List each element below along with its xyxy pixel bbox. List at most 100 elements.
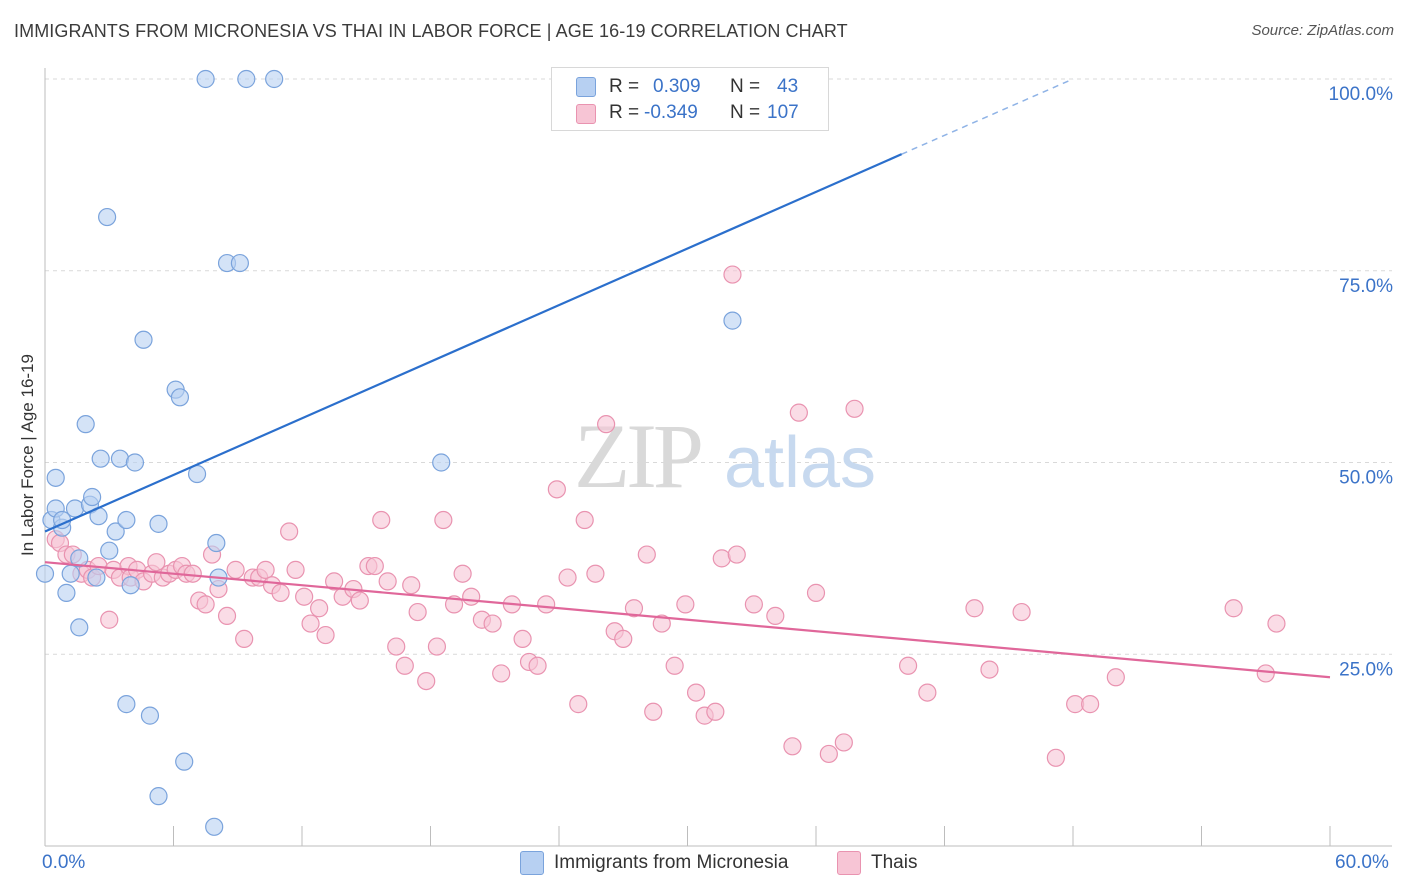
micronesia-point-7	[61, 564, 80, 583]
x-tick-label-min: 0.0%	[42, 852, 86, 873]
thais-point-74	[614, 629, 633, 649]
thais-point-77	[644, 702, 663, 721]
thais-point-8	[100, 610, 119, 629]
legend-item-thais: Thais	[837, 851, 917, 875]
series-legend: Immigrants from Micronesia Thais	[0, 851, 1406, 877]
legend-n-label-2: N =	[730, 102, 761, 123]
legend-label-thais: Thais	[871, 852, 918, 873]
micronesia-point-13	[83, 487, 102, 507]
thais-point-71	[586, 564, 605, 583]
thais-point-67	[547, 480, 566, 499]
micronesia-point-2	[46, 468, 65, 487]
watermark-zip: ZIP	[574, 405, 701, 507]
thais-point-75	[624, 599, 644, 618]
thais-point-103	[1106, 668, 1125, 687]
x-tick-label-max: 60.0%	[1335, 852, 1389, 873]
legend-n-value-1: 43	[777, 76, 799, 97]
micronesia-point-30	[170, 388, 190, 407]
thais-point-83	[706, 702, 725, 721]
legend-label-micronesia: Immigrants from Micronesia	[554, 852, 789, 873]
micronesia-point-23	[121, 576, 140, 595]
thais-point-94	[845, 399, 864, 418]
thais-point-100	[1046, 748, 1065, 767]
micronesia-point-31	[175, 752, 194, 771]
thais-point-97	[965, 599, 984, 618]
watermark-atlas: atlas	[724, 423, 876, 503]
thais-point-60	[483, 614, 502, 633]
thais-point-98	[980, 660, 999, 679]
thais-point-40	[316, 625, 335, 645]
thais-point-34	[271, 583, 290, 602]
micronesia-point-24	[125, 453, 145, 472]
thais-point-80	[676, 595, 695, 614]
legend-r-value-1: 0.309	[653, 76, 701, 97]
micronesia-point-39	[237, 69, 256, 89]
source-label: Source: ZipAtlas.com	[1251, 22, 1394, 39]
micronesia-point-17	[98, 207, 117, 227]
thais-trend-line	[44, 561, 1331, 679]
thais-point-55	[434, 510, 453, 530]
thais-point-95	[898, 656, 918, 675]
thais-point-69	[569, 695, 588, 714]
thais-point-39	[310, 599, 329, 618]
y-tick-labels: 25.0% 50.0% 75.0% 100.0%	[1329, 84, 1394, 680]
y-tick-label-3: 100.0%	[1329, 84, 1394, 105]
micronesia-point-41	[432, 453, 451, 472]
thais-point-32	[256, 560, 275, 579]
micronesia-point-16	[91, 449, 110, 468]
thais-point-68	[558, 568, 577, 587]
thais-point-96	[918, 683, 937, 702]
legend-marker-micronesia	[520, 851, 544, 875]
thais-point-105	[1256, 664, 1275, 683]
micronesia-point-42	[723, 311, 742, 330]
y-tick-label-0: 25.0%	[1339, 659, 1393, 680]
thais-point-78	[652, 614, 671, 633]
thais-point-88	[766, 606, 785, 626]
thais-point-89	[783, 737, 802, 756]
thais-point-49	[387, 637, 406, 656]
legend-r-label-1: R =	[609, 76, 640, 97]
thais-point-16	[147, 553, 166, 572]
thais-point-93	[834, 733, 853, 752]
thais-point-51	[402, 576, 421, 595]
micronesia-point-25	[134, 330, 153, 349]
thais-point-72	[597, 415, 616, 434]
micronesia-point-34	[205, 817, 224, 836]
thais-point-41	[325, 572, 344, 591]
micronesia-point-35	[207, 533, 226, 553]
thais-point-91	[806, 583, 826, 602]
thais-point-37	[295, 587, 314, 606]
thais-point-57	[453, 564, 472, 583]
micronesia-point-8	[65, 499, 85, 518]
legend-swatch-micronesia	[576, 77, 596, 97]
thais-point-70	[575, 510, 594, 530]
thais-point-65	[528, 656, 547, 675]
thais-point-90	[789, 403, 808, 422]
thais-point-29	[235, 629, 254, 649]
thais-point-27	[217, 606, 237, 626]
legend-marker-thais	[837, 851, 861, 875]
micronesia-point-18	[100, 541, 119, 560]
trend-lines	[44, 78, 1331, 679]
thais-point-86	[727, 545, 746, 564]
legend-n-value-2: 107	[767, 102, 799, 123]
thais-point-54	[427, 637, 447, 656]
thais-point-102	[1081, 695, 1100, 714]
legend-n-label-1: N =	[730, 76, 761, 97]
micronesia-point-20	[110, 449, 130, 468]
thais-point-106	[1267, 614, 1286, 633]
micronesia-point-6	[57, 583, 76, 602]
thais-point-52	[408, 602, 427, 622]
micronesia-point-40	[265, 69, 284, 89]
series-thais	[46, 265, 1286, 767]
thais-point-35	[280, 522, 299, 541]
micronesia-point-14	[87, 568, 106, 587]
thais-point-92	[819, 744, 838, 764]
y-tick-label-1: 50.0%	[1339, 468, 1393, 489]
axes	[44, 68, 1392, 847]
legend-r-value-2: -0.349	[644, 102, 698, 123]
thais-point-87	[744, 595, 763, 614]
micronesia-point-11	[76, 415, 95, 434]
micronesia-trend-extension	[901, 78, 1074, 155]
